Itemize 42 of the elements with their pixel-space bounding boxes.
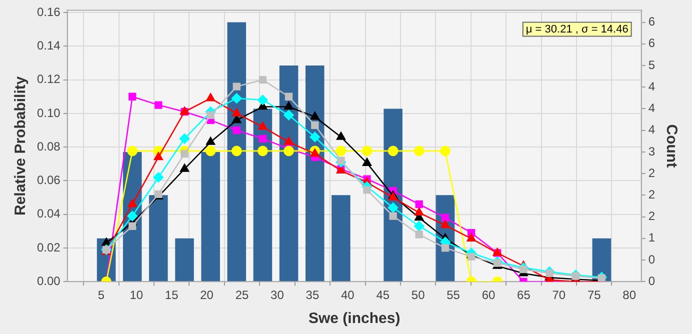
y-tick-label: 0.06 — [36, 173, 61, 188]
y2-tick-label: 2 — [648, 209, 656, 224]
y2-tick-label: 4 — [648, 79, 656, 94]
x-tick-label: 60 — [482, 288, 496, 302]
x-tick-label: 80 — [622, 288, 636, 302]
y2-tick-label: 4 — [648, 122, 656, 137]
y2-tick-label: 0 — [648, 252, 656, 266]
y2-tick-label: 5 — [648, 58, 656, 72]
y-tick-label: 0.04 — [36, 206, 61, 221]
x-tick-label: 10 — [130, 288, 144, 302]
x-tick-label: 70 — [552, 288, 566, 302]
x-tick-label: 30 — [270, 288, 284, 302]
y2-tick-label: 0 — [648, 274, 656, 288]
x-tick-label: 50 — [411, 288, 426, 302]
x-tick-label: 5 — [98, 288, 105, 302]
y2-tick-label: 1 — [648, 230, 656, 245]
x-tick-label: 45 — [376, 288, 390, 302]
x-tick-label: 65 — [517, 288, 531, 302]
y-tick-label: 0.14 — [36, 38, 61, 52]
x-tick-label: 75 — [587, 288, 602, 302]
y-tick-label: 0.02 — [36, 240, 61, 254]
y-tick-label: 0.16 — [36, 4, 61, 19]
y2-tick-label: 6 — [648, 14, 656, 29]
y-axis-title: Relative Probability — [12, 76, 30, 216]
x-tick-label: 55 — [446, 288, 460, 302]
y-tick-label: 0.08 — [36, 139, 61, 154]
x-tick-label: 40 — [340, 288, 355, 302]
y-tick-label: 0.10 — [36, 106, 61, 120]
x-tick-label: 35 — [306, 288, 320, 302]
x-tick-label: 25 — [235, 288, 250, 302]
y2-tick-label: 6 — [648, 36, 656, 50]
y-tick-label: 0.00 — [36, 274, 61, 288]
y2-tick-label: 2 — [648, 187, 656, 202]
y2-axis-title: Count — [662, 124, 680, 168]
x-axis-title: Swe (inches) — [308, 310, 400, 328]
x-tick-label: 20 — [200, 288, 214, 302]
y2-tick-label: 2 — [648, 166, 656, 180]
y2-tick-label: 3 — [648, 144, 656, 158]
y2-tick-label: 4 — [648, 101, 656, 116]
y-tick-label: 0.12 — [36, 72, 61, 86]
x-tick-label: 15 — [164, 288, 179, 302]
annotation: μ = 30.21 , σ = 14.46 — [526, 24, 628, 36]
